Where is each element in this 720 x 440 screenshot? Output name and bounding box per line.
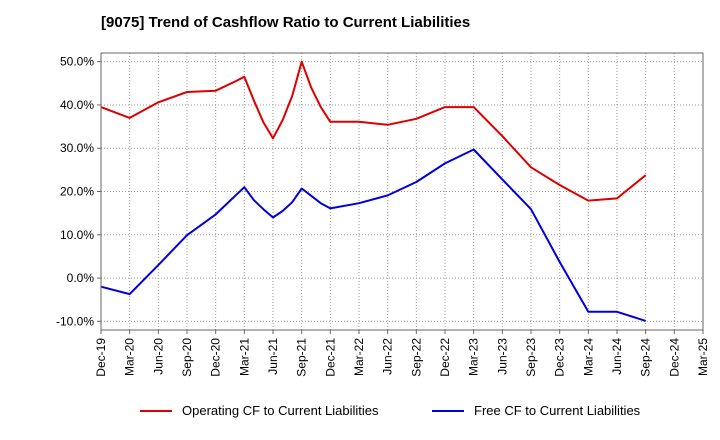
x-tick-label: Dec-20 bbox=[209, 338, 223, 377]
series-lines bbox=[100, 60, 647, 322]
x-tick-label: Mar-23 bbox=[467, 338, 481, 376]
x-tick-label: Mar-20 bbox=[123, 338, 137, 376]
y-tick-label: 30.0% bbox=[60, 141, 94, 155]
y-tick-label: 10.0% bbox=[60, 228, 94, 242]
x-tick-label: Sep-21 bbox=[295, 338, 309, 377]
x-tick-label: Sep-22 bbox=[409, 338, 423, 377]
x-tick-label: Jun-21 bbox=[266, 338, 280, 375]
y-axis-ticks: 50.0% 40.0% 30.0% 20.0% 10.0% 0.0% -10.0% bbox=[56, 55, 101, 328]
legend-item-free-cf: Free CF to Current Liabilities bbox=[432, 403, 640, 418]
x-tick-label: Dec-19 bbox=[94, 338, 108, 377]
y-tick-label: 40.0% bbox=[60, 98, 94, 112]
x-axis-ticks: Dec-19 Mar-20 Jun-20 Sep-20 Dec-20 Mar-21 Jun-… bbox=[94, 330, 710, 377]
legend-label-free-cf: Free CF to Current Liabilities bbox=[474, 403, 641, 418]
x-tick-label: Dec-22 bbox=[438, 338, 452, 377]
series-line-free-cf bbox=[100, 148, 647, 322]
chart-title: [9075] Trend of Cashflow Ratio to Curren… bbox=[101, 14, 471, 31]
x-tick-label: Jun-22 bbox=[381, 338, 395, 375]
x-tick-label: Jun-20 bbox=[151, 338, 165, 375]
legend-swatch-operating-cf bbox=[140, 409, 172, 412]
x-tick-label: Mar-22 bbox=[352, 338, 366, 376]
x-tick-label: Sep-20 bbox=[180, 338, 194, 377]
y-tick-label: 20.0% bbox=[60, 185, 94, 199]
y-tick-label: 50.0% bbox=[60, 55, 94, 69]
x-tick-label: Dec-24 bbox=[667, 338, 681, 377]
legend-item-operating-cf: Operating CF to Current Liabilities bbox=[140, 403, 379, 418]
x-tick-label: Sep-23 bbox=[524, 338, 538, 377]
x-tick-label: Mar-24 bbox=[581, 338, 595, 376]
x-tick-label: Sep-24 bbox=[639, 338, 653, 377]
y-tick-label: -10.0% bbox=[56, 314, 94, 328]
plot-frame bbox=[100, 52, 704, 331]
x-tick-label: Mar-25 bbox=[696, 338, 710, 376]
legend: Operating CF to Current Liabilities Free… bbox=[0, 403, 720, 427]
legend-swatch-free-cf bbox=[432, 409, 464, 412]
x-tick-label: Jun-23 bbox=[495, 338, 509, 375]
y-tick-label: 0.0% bbox=[67, 271, 95, 285]
x-tick-label: Dec-21 bbox=[323, 338, 337, 377]
grid bbox=[100, 53, 704, 330]
x-tick-label: Dec-23 bbox=[553, 338, 567, 377]
x-tick-label: Mar-21 bbox=[237, 338, 251, 376]
legend-label-operating-cf: Operating CF to Current Liabilities bbox=[182, 403, 379, 418]
x-tick-label: Jun-24 bbox=[610, 338, 624, 375]
series-line-operating-cf bbox=[100, 60, 647, 202]
